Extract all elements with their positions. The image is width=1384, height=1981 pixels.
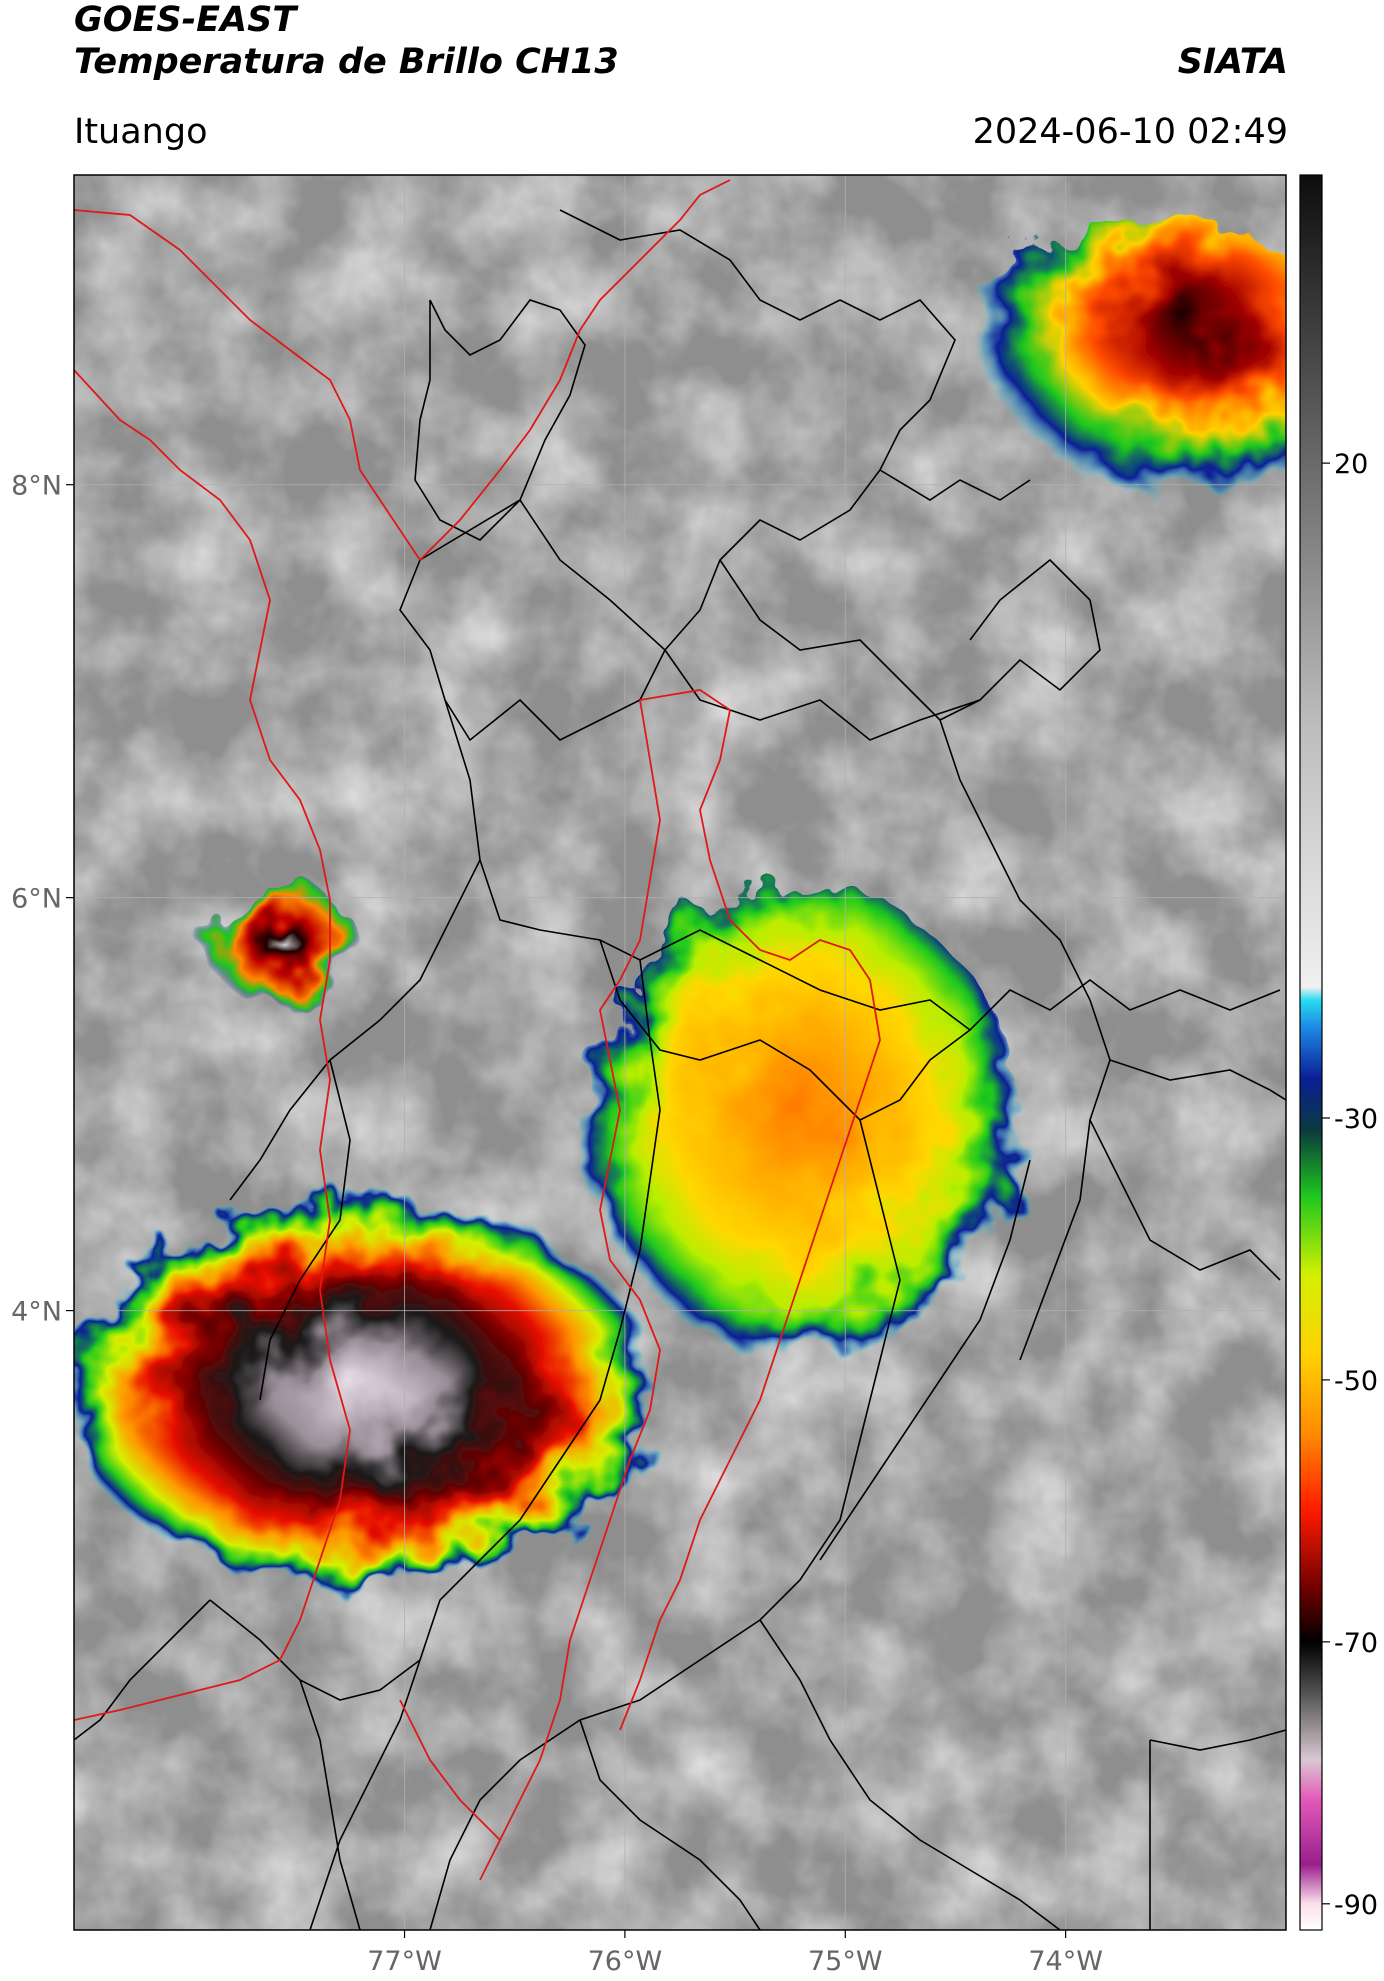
region-boundaries xyxy=(74,179,881,1881)
lat-tick-label: 8°N xyxy=(11,471,62,502)
colorbar-tick-label: -70 xyxy=(1334,1628,1378,1659)
storm-cell-central-cell xyxy=(580,887,1022,1383)
lat-tick-label: 4°N xyxy=(11,1297,62,1328)
map-frame xyxy=(73,174,1287,1931)
colorbar-tick-label: -30 xyxy=(1334,1104,1378,1135)
colorbar-gradient xyxy=(1299,174,1323,1931)
product-title: Temperatura de Brillo CH13 xyxy=(74,42,619,82)
storm-cell-northwest-cell xyxy=(206,887,361,1012)
colorbar-tick-label: -50 xyxy=(1334,1366,1378,1397)
agency-name: SIATA xyxy=(1177,42,1288,82)
region-name: Ituango xyxy=(74,112,208,152)
lon-tick-label: 74°W xyxy=(1028,1946,1103,1977)
country-boundaries xyxy=(74,209,1286,1930)
lat-tick-label: 6°N xyxy=(11,884,62,915)
convective-cells xyxy=(74,216,1286,1590)
storm-cell-southwest-mcs xyxy=(74,1197,658,1590)
colorbar: 20 -30 -50 -70 -90 xyxy=(1299,174,1378,1931)
colorbar-tick-label: 20 xyxy=(1334,449,1368,480)
map-plot-area xyxy=(74,175,1286,1930)
timestamp: 2024-06-10 02:49 xyxy=(972,112,1288,152)
colorbar-tick-label: -90 xyxy=(1334,1890,1378,1921)
storm-cell-northeast-cell xyxy=(955,216,1286,526)
lon-tick-label: 77°W xyxy=(367,1946,442,1977)
gridlines xyxy=(74,175,1286,1930)
lon-tick-label: 75°W xyxy=(808,1946,883,1977)
axis-ticks: 77°W 76°W 75°W 74°W 8°N 6°N 4°N xyxy=(11,471,1103,1977)
satellite-title: GOES-EAST xyxy=(74,0,297,40)
lon-tick-label: 76°W xyxy=(588,1946,663,1977)
